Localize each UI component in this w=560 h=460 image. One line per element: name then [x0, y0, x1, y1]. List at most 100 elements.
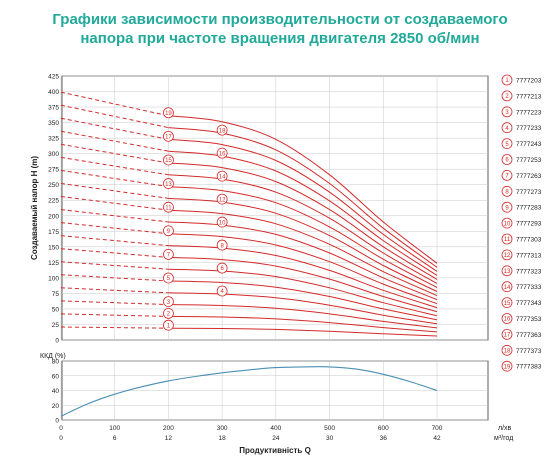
x-axis-unit-label: л/хв	[498, 425, 512, 432]
curve-marker-4	[216, 285, 228, 297]
legend-number-11: 11	[504, 237, 511, 243]
efficiency-curve	[60, 366, 438, 417]
legend-number-13: 13	[504, 269, 511, 275]
curve-marker-3	[163, 296, 174, 307]
legend-marker-12	[501, 249, 513, 261]
head-y-tick-label: 325	[48, 136, 59, 143]
head-curve-17	[168, 138, 438, 272]
curve-marker-5	[163, 272, 174, 284]
legend-model-7: 7777263	[516, 173, 542, 180]
legend-marker-1	[501, 74, 513, 86]
head-curve-10	[168, 221, 438, 301]
curve-marker-15	[163, 154, 174, 166]
x-tick-label: 300	[217, 425, 228, 432]
x-tick-label-secondary: 18	[219, 435, 227, 442]
head-plot-frame	[61, 75, 489, 341]
legend-model-12: 7777313	[516, 252, 542, 259]
x-axis-unit-label-secondary: м³/год	[494, 435, 513, 442]
legend-number-18: 18	[504, 349, 511, 355]
x-tick-label-secondary: 24	[272, 435, 280, 442]
head-y-tick-label: 225	[48, 198, 59, 205]
x-tick-label: 700	[432, 425, 443, 432]
curve-marker-8	[216, 239, 228, 251]
legend-marker-11	[501, 233, 513, 245]
curve-marker-label-19: 19	[165, 111, 172, 117]
legend-marker-10	[501, 217, 513, 229]
legend-number-3: 3	[505, 110, 509, 116]
legend-model-15: 7777343	[516, 300, 542, 307]
legend-marker-9	[501, 201, 513, 213]
curve-marker-9	[163, 225, 174, 237]
legend-marker-15	[501, 297, 513, 309]
efficiency-curve-line	[60, 366, 438, 417]
head-y-tick-label: 75	[52, 291, 60, 298]
legend-model-5: 7777243	[516, 141, 542, 148]
legend-marker-14	[501, 281, 513, 293]
legend-model-11: 7777303	[516, 237, 542, 244]
legend-model-18: 7777373	[516, 348, 542, 355]
x-tick-label: 0	[59, 425, 63, 432]
head-y-tick-label: 125	[48, 260, 59, 267]
head-curve-9	[168, 233, 438, 305]
legend-model-4: 7777233	[516, 125, 542, 132]
efficiency-y-tick-label: 0	[55, 418, 59, 425]
curve-marker-label-9: 9	[167, 229, 171, 235]
head-y-tick-label: 275	[48, 167, 59, 174]
x-tick-label: 100	[109, 425, 120, 432]
legend-number-17: 17	[504, 333, 511, 339]
legend-marker-7	[501, 169, 513, 181]
legend-number-10: 10	[504, 221, 511, 227]
head-y-tick-label: 200	[48, 213, 59, 220]
curve-marker-label-17: 17	[165, 135, 172, 141]
legend-model-13: 7777323	[516, 268, 542, 275]
chart-title-line-2: напора при частоте вращения двигателя 28…	[80, 30, 480, 47]
head-curves	[60, 91, 438, 337]
legend-model-16: 7777353	[516, 316, 542, 323]
legend-number-1: 1	[505, 78, 509, 84]
legend-marker-6	[501, 154, 513, 165]
head-y-tick-label: 375	[48, 105, 59, 112]
head-curve-8	[168, 245, 438, 309]
curve-marker-1	[163, 319, 174, 331]
legend-model-6: 7777253	[516, 157, 542, 164]
chart-title: Графики зависимости производительности о…	[0, 10, 560, 48]
head-y-tick-label: 425	[48, 74, 59, 81]
curve-marker-label-16: 16	[219, 151, 226, 157]
x-axis-label: Продуктивність Q	[239, 446, 311, 455]
x-tick-label: 500	[324, 425, 335, 432]
legend-model-9: 7777283	[516, 205, 542, 212]
legend-number-7: 7	[505, 174, 509, 180]
legend-number-4: 4	[505, 126, 509, 132]
head-y-tick-label: 0	[55, 338, 59, 345]
legend-model-14: 7777333	[516, 284, 542, 291]
curve-marker-label-1: 1	[167, 323, 171, 329]
legend-model-19: 7777383	[516, 364, 542, 371]
legend-marker-13	[501, 265, 513, 277]
legend-model-2: 7777213	[516, 93, 542, 100]
x-tick-label-secondary: 36	[380, 435, 388, 442]
curve-marker-label-3: 3	[167, 300, 171, 306]
x-tick-label-secondary: 0	[59, 435, 63, 442]
legend-number-6: 6	[505, 158, 509, 164]
curve-marker-label-2: 2	[167, 312, 171, 318]
chart-title-line-1: Графики зависимости производительности о…	[52, 11, 508, 28]
head-y-tick-label: 50	[52, 306, 60, 313]
x-tick-label: 400	[270, 425, 281, 432]
x-tick-label: 200	[163, 425, 174, 432]
x-tick-label: 600	[378, 425, 389, 432]
curve-marker-label-5: 5	[167, 276, 171, 282]
curve-marker-16	[216, 147, 228, 159]
curve-marker-7	[163, 248, 174, 260]
head-y-tick-label: 400	[48, 89, 59, 96]
head-curve-13	[168, 186, 438, 288]
legend-number-16: 16	[504, 317, 511, 323]
curve-marker-12	[216, 193, 228, 205]
efficiency-y-tick-label: 40	[52, 388, 60, 395]
curve-marker-label-11: 11	[165, 205, 172, 211]
head-curve-4	[168, 292, 438, 325]
head-curve-11	[168, 209, 438, 297]
curve-marker-14	[216, 170, 228, 182]
head-y-tick-label: 150	[48, 244, 59, 251]
head-y-tick-label: 250	[48, 182, 59, 189]
